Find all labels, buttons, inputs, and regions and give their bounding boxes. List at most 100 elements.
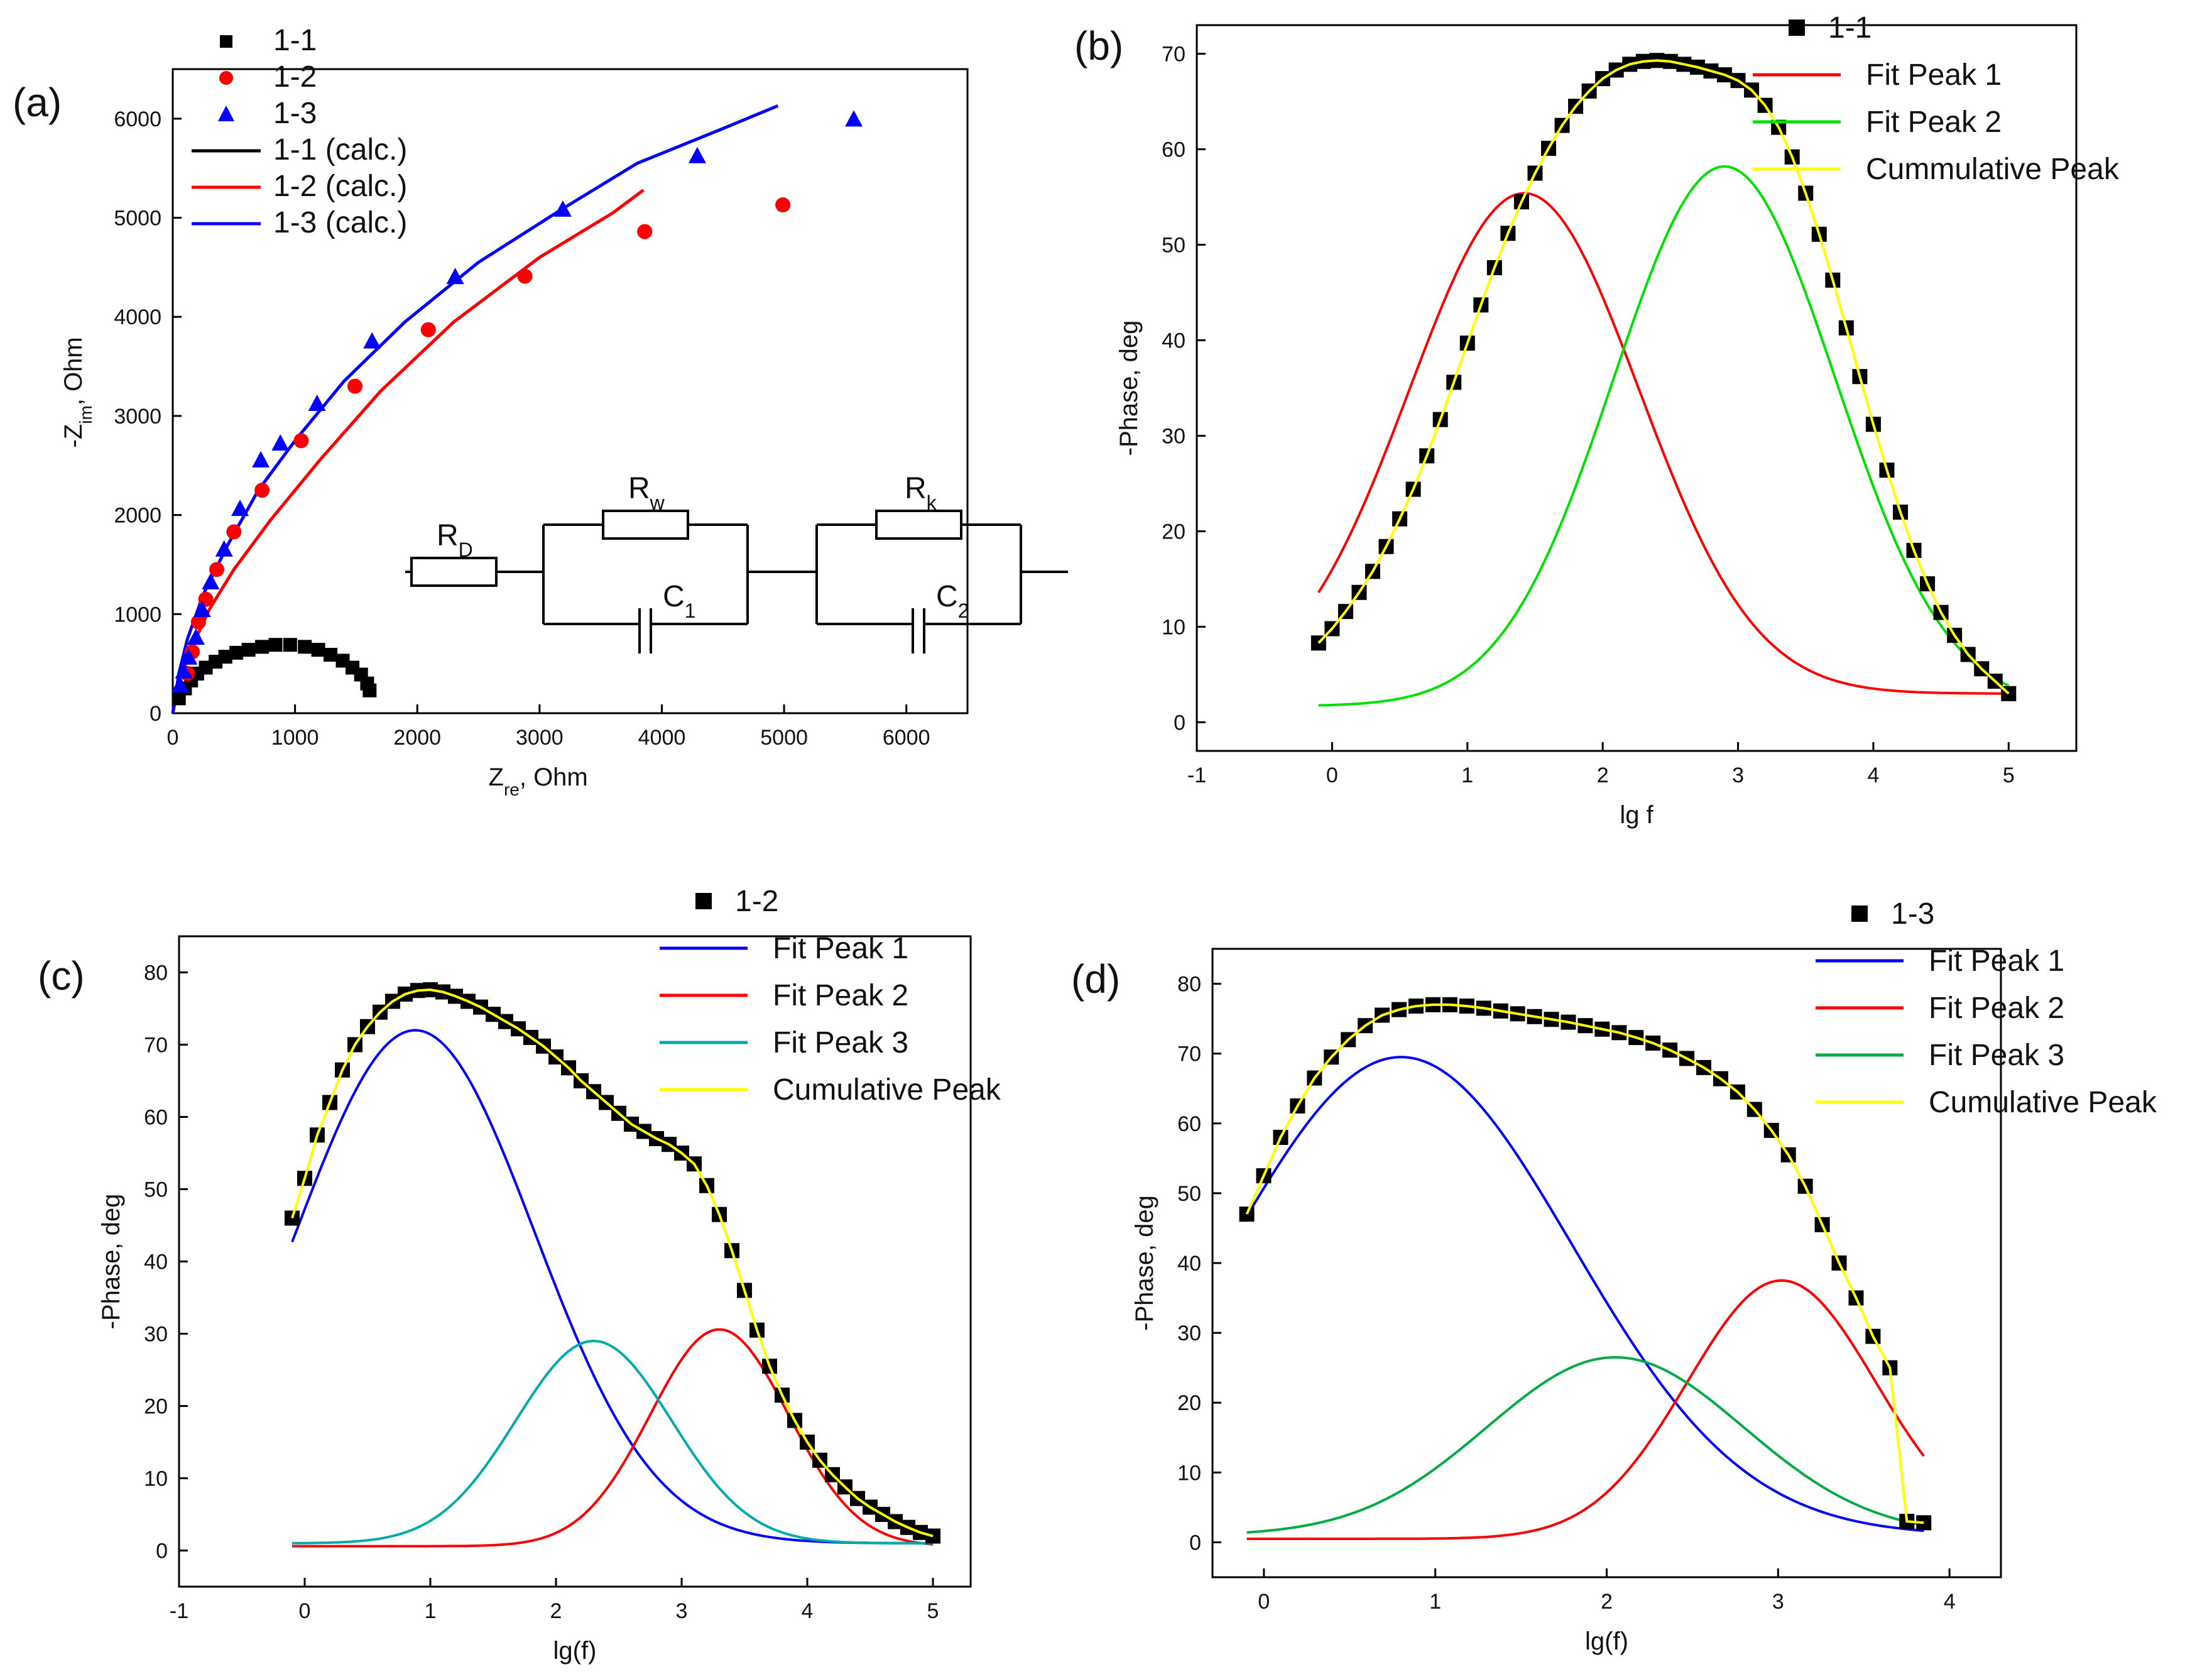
y-tick-label: 20: [1177, 1391, 1201, 1415]
data-point: [283, 638, 297, 652]
data-point: [845, 110, 863, 127]
y-tick-label: 60: [1177, 1112, 1201, 1136]
x-tick-label: 1: [1461, 763, 1473, 787]
x-tick-label: 4: [1867, 763, 1879, 787]
y-tick-label: 40: [1162, 329, 1185, 353]
x-tick-label: 1: [425, 1599, 437, 1623]
x-axis-label-main: Z: [489, 763, 504, 791]
y-tick-label: 6000: [114, 107, 161, 131]
y-tick-label: 20: [144, 1395, 168, 1419]
data-point: [215, 540, 233, 557]
y-axis-label: -Phase, deg: [1131, 1195, 1158, 1331]
data-point: [209, 562, 225, 577]
data-point: [324, 647, 338, 662]
label-rd: RD: [437, 519, 473, 561]
data-point: [517, 268, 533, 284]
y-tick-label: 60: [1162, 138, 1185, 162]
x-tick-label: 5000: [760, 726, 808, 750]
x-tick-label: 3000: [516, 726, 564, 750]
x-axis-label: lg(f): [553, 1637, 597, 1665]
y-tick-label: 50: [1162, 234, 1185, 258]
label-rk-sub: k: [927, 491, 937, 514]
peak-curve-Fit Peak 3: [1246, 1355, 1924, 1534]
legend-label: Fit Peak 1: [1929, 944, 2064, 978]
y-tick-label: 1000: [114, 603, 161, 626]
label-rk-main: R: [905, 472, 927, 505]
data-point: [363, 332, 381, 349]
y-tick-label: 70: [144, 1034, 168, 1058]
peak-curve-Fit Peak 1: [1317, 192, 2009, 695]
data-point: [193, 601, 211, 617]
data-point: [254, 483, 270, 498]
x-tick-label: 4000: [638, 726, 686, 750]
x-tick-label: 0: [167, 726, 179, 750]
legend-label: Cummulative Peak: [1866, 153, 2120, 186]
legend-label: 1-3 (calc.): [273, 206, 407, 239]
peak-curve-Fit Peak 1: [1245, 1056, 1924, 1533]
panel-label-3: (d): [1071, 956, 1120, 1002]
legend-label: 1-1: [273, 24, 317, 57]
data-point: [187, 628, 205, 645]
y-tick-label: 30: [1177, 1321, 1201, 1345]
legend-label: Cumulative Peak: [773, 1073, 1001, 1107]
legend-label: 1-3: [1891, 897, 1934, 931]
y-axis-label-main: -Z: [60, 424, 87, 448]
peak-curve-Fit Peak 2: [1246, 1279, 1925, 1540]
plot-frame: [1211, 948, 2002, 1578]
x-axis-label: lg(f): [1585, 1628, 1628, 1655]
x-tick-label: 4: [1944, 1590, 1956, 1614]
x-tick-label: 2: [1601, 1590, 1613, 1614]
legend-label: 1-2: [273, 60, 317, 94]
plot-frame: [172, 68, 969, 714]
x-tick-label: 3: [1732, 763, 1744, 787]
data-point: [1789, 19, 1805, 36]
y-axis-label: -Phase, deg: [1115, 320, 1143, 456]
legend-label: Fit Peak 1: [1866, 58, 2002, 92]
y-tick-label: 70: [1177, 1042, 1201, 1066]
data-point: [446, 268, 464, 285]
y-tick-label: 50: [1177, 1182, 1201, 1206]
data-point: [229, 645, 244, 660]
y-tick-label: 60: [144, 1106, 168, 1130]
y-tick-label: 0: [1189, 1531, 1201, 1555]
x-tick-label: 2: [550, 1599, 562, 1623]
plot-frame: [1196, 24, 2078, 752]
y-axis-label: -Phase, deg: [97, 1194, 125, 1330]
cumulative-curve: [1245, 1003, 1924, 1524]
y-tick-label: 0: [150, 702, 161, 726]
y-tick-label: 3000: [114, 405, 161, 429]
legend-label: Fit Peak 3: [1929, 1039, 2064, 1072]
y-tick-label: 20: [1162, 520, 1185, 544]
legend-swatch: [219, 71, 233, 85]
y-tick-label: 2000: [114, 504, 161, 528]
legend-swatch: [218, 106, 234, 121]
x-tick-label: 3: [676, 1599, 688, 1623]
label-c2: C2: [936, 580, 969, 622]
legend-label: 1-1: [1828, 11, 1871, 45]
x-axis-label-tail: , Ohm: [520, 763, 588, 791]
label-rd-sub: D: [459, 539, 473, 561]
x-tick-label: -1: [1187, 763, 1206, 787]
data-point: [347, 378, 362, 394]
y-tick-label: 10: [1162, 615, 1185, 639]
y-tick-label: 50: [144, 1178, 168, 1202]
x-tick-label: 5: [2003, 763, 2015, 787]
data-point: [775, 197, 791, 213]
peak-curve-Fit Peak 2: [1318, 165, 2010, 707]
x-tick-label: 0: [299, 1599, 311, 1623]
legend-label: 1-3: [273, 97, 317, 130]
label-rw-sub: w: [650, 491, 665, 514]
x-tick-label: 2: [1597, 763, 1609, 787]
data-point: [220, 35, 232, 48]
y-tick-label: 70: [1162, 43, 1185, 67]
legend-label: Fit Peak 2: [1929, 992, 2064, 1025]
x-tick-label: 0: [1258, 1590, 1270, 1614]
x-tick-label: 1000: [271, 726, 319, 750]
label-rw: Rw: [628, 472, 665, 514]
data-point: [688, 146, 706, 163]
cumulative-curve: [1317, 59, 2010, 695]
y-tick-label: 10: [1177, 1461, 1201, 1485]
